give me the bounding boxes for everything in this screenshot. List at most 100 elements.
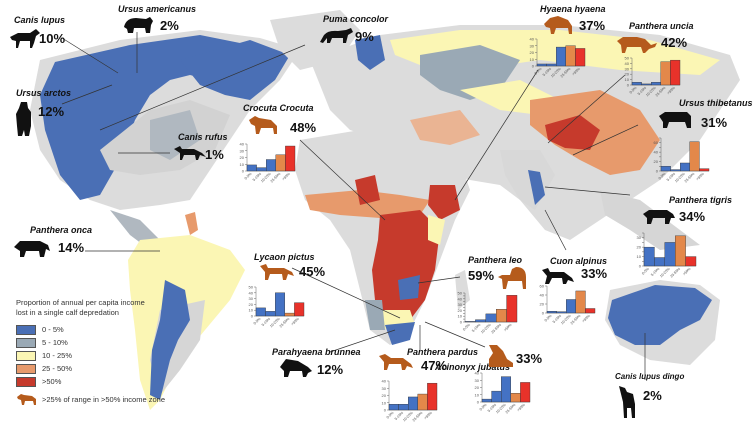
species-pct: 33% [516,351,543,366]
svg-text:10: 10 [637,254,642,259]
legend-title-line1: Proportion of annual per capita income [16,298,145,307]
svg-text:10: 10 [458,314,463,319]
species-pct: 48% [290,120,317,135]
species-name: Panthera uncia [629,21,694,31]
svg-text:10-25%: 10-25% [260,171,272,183]
map-madagascar [455,270,470,310]
map-south-america-blue [150,280,190,400]
african-wild-dog-silhouette-icon [260,264,294,280]
svg-text:0-5%: 0-5% [534,66,543,75]
svg-text:25-50%: 25-50% [655,85,667,97]
lion-silhouette-icon [498,267,526,289]
svg-text:5-10%: 5-10% [542,66,553,77]
species-panthera-leo: Panthera leo 59% 0 10 20 30 40 50 0-5% 5-10% 10-… [458,255,526,334]
svg-text:0: 0 [251,314,254,319]
svg-text:0-5%: 0-5% [244,171,253,180]
species-name: Ursus americanus [118,4,197,14]
species-pct: 33% [581,266,608,281]
species-name: Acinonyx jubatus [435,362,511,372]
svg-text:50: 50 [458,291,463,296]
species-panthera-onca: Panthera onca 14% [14,225,92,257]
svg-text:20: 20 [530,50,535,55]
svg-text:10: 10 [475,392,480,397]
mini-bar-chart: 0 10 20 30 40 0-5% 5-10%10-25%25-50% >50% [382,379,438,422]
mini-bar-chart: 0 20 40 60 0-5% 5-10%10-25%25-50% >50% [654,137,710,183]
species-name: Canis lupus [14,15,66,25]
svg-text:0: 0 [477,400,480,405]
svg-text:25-50%: 25-50% [670,266,682,278]
svg-text:10-25%: 10-25% [495,402,507,414]
svg-text:40: 40 [382,379,387,384]
species-pct: 59% [468,268,495,283]
svg-text:25-50%: 25-50% [684,171,696,183]
species-pct: 34% [679,209,706,224]
map-namibia-gray [365,300,385,330]
species-name: Canis lupus dingo [615,372,685,381]
svg-text:40: 40 [475,371,480,376]
species-canis-lupus-dingo: Canis lupus dingo 2% [615,372,685,418]
species-lycaon-pictus: Lycaon pictus 45% 0 10 20 30 40 50 0-5% 5-10% 10… [249,252,325,328]
legend-item-over-50: >50% [16,375,186,388]
map-india-blue [528,170,545,205]
dhole-silhouette-icon [542,268,574,284]
cheetah-silhouette-icon [489,345,513,367]
legend-label: 5 - 10% [42,338,68,347]
svg-text:10-25%: 10-25% [645,85,657,97]
svg-text:25-50%: 25-50% [412,410,424,422]
svg-text:30: 30 [382,386,387,391]
svg-text:25-50%: 25-50% [270,171,282,183]
svg-text:25-50%: 25-50% [279,316,291,328]
species-name: Hyaena hyaena [540,4,606,14]
svg-text:0-5%: 0-5% [641,266,650,275]
species-name: Puma concolor [323,14,389,24]
species-parahyaena-brunnea: Parahyaena brunnea 12% [272,347,361,377]
legend-title: Proportion of annual per capita income l… [16,298,186,318]
map-canada-east-blue [180,40,290,100]
svg-text:40: 40 [240,142,245,147]
hyena-legend-icon [17,394,36,405]
svg-text:0-5%: 0-5% [253,316,262,325]
puma-silhouette-icon [320,28,353,43]
svg-text:10-25%: 10-25% [550,66,562,78]
svg-text:10: 10 [625,77,630,82]
mini-bar-chart: 0 20 40 60 0-5% 5-10%10-25%25-50% >50% [540,284,596,325]
svg-text:25-50%: 25-50% [560,66,572,78]
svg-text:20: 20 [458,308,463,313]
bear-silhouette-icon [124,17,153,33]
legend-item-0-5: 0 - 5% [16,323,186,336]
species-name: Cuon alpinus [550,256,607,266]
species-pct: 10% [39,31,66,46]
map-australia-blue [608,285,712,345]
species-pct: 42% [661,35,688,50]
species-canis-rufus: Canis rufus 1% [174,132,228,162]
wolf-silhouette-icon [10,29,40,48]
species-canis-lupus: Canis lupus 10% [10,15,66,48]
legend-label: >50% [42,377,62,386]
svg-text:>50%: >50% [582,313,592,323]
species-panthera-tigris: Panthera tigris 34% 0 10 20 30 0-5% 5-10% 10-2… [637,195,732,278]
svg-text:0: 0 [532,64,535,69]
svg-text:40: 40 [249,290,254,295]
svg-text:30: 30 [249,296,254,301]
species-puma-concolor: Puma concolor 9% [320,14,389,44]
svg-text:5-10%: 5-10% [252,171,263,182]
svg-text:50: 50 [625,56,630,61]
svg-text:20: 20 [249,302,254,307]
species-pct: 45% [299,264,326,279]
svg-text:0-5%: 0-5% [462,322,471,331]
species-pct: 2% [643,388,662,403]
legend-title-line2: lost in a single calf depredation [16,308,119,317]
svg-text:5-10%: 5-10% [394,410,405,421]
species-ursus-americanus: Ursus americanus 2% [118,4,197,33]
species-pct: 12% [317,362,344,377]
species-name: Lycaon pictus [254,252,315,262]
svg-text:>50%: >50% [424,410,434,420]
svg-text:10-25%: 10-25% [674,171,686,183]
species-pct: 9% [355,29,374,44]
species-cuon-alpinus: Cuon alpinus 33% 0 20 40 60 0-5% 5-10% 10-25% 2… [540,256,607,325]
mini-bar-chart: 0 10 20 30 0-5% 5-10%10-25%25-50% >50% [637,232,697,278]
svg-text:10-25%: 10-25% [560,313,572,325]
map-central-africa-red [372,210,440,320]
legend-swatch [16,350,36,361]
svg-text:5-10%: 5-10% [471,322,482,333]
